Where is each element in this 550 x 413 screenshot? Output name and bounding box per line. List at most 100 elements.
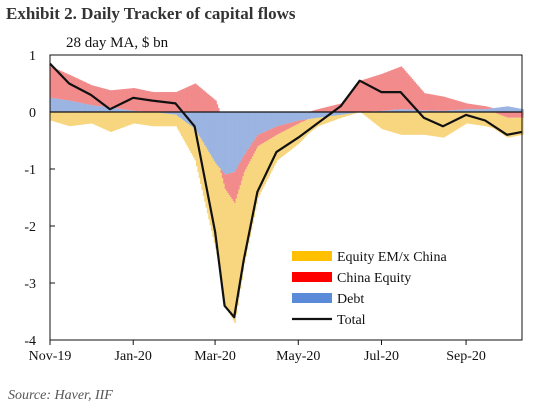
bar-debt [339,112,341,116]
bar-equity-em-ex-china [257,146,260,198]
bar-debt [501,107,504,112]
bar-debt [453,110,456,112]
bar-equity-em-ex-china [62,112,65,125]
bar-china-equity [80,80,82,103]
bar-debt [472,109,475,112]
bar-debt [451,110,453,112]
bar-china-equity [354,87,356,112]
bar-china-equity [423,93,426,111]
bar-china-equity [270,128,273,139]
bar-china-equity [239,162,242,186]
bar-debt [71,101,74,112]
bar-debt [251,112,254,143]
bar-china-equity [150,91,153,112]
bar-china-equity [174,92,176,112]
bar-china-equity [419,88,422,111]
bar-equity-em-ex-china [115,112,118,130]
bar-debt [445,110,448,112]
bar-china-equity [114,89,116,109]
bar-china-equity [261,132,264,144]
bar-debt [210,112,213,157]
bar-equity-em-ex-china [88,112,90,124]
bar-equity-em-ex-china [489,112,492,128]
bar-equity-em-ex-china [74,112,77,126]
bar-equity-em-ex-china [369,112,371,120]
bar-china-equity [108,89,111,108]
bar-china-equity [416,85,419,110]
bar-equity-em-ex-china [179,117,182,134]
bar-debt [460,109,463,112]
bar-debt [407,109,410,112]
bar-china-equity [370,77,373,112]
bar-equity-em-ex-china [52,112,55,122]
bar-equity-em-ex-china [273,136,276,166]
bar-equity-em-ex-china [250,159,253,231]
bar-china-equity [221,171,224,179]
bar-equity-em-ex-china [152,112,155,127]
bar-equity-em-ex-china [208,151,210,220]
bar-china-equity [456,100,459,110]
bar-equity-em-ex-china [236,194,239,306]
bar-equity-em-ex-china [107,112,110,131]
bar-china-equity [236,166,239,195]
bar-china-equity [258,134,261,146]
bar-china-equity [175,92,178,112]
bar-debt [512,107,515,112]
bar-equity-em-ex-china [272,137,275,169]
bar-debt [277,112,280,126]
bar-debt [255,112,258,137]
bar-china-equity [421,90,423,111]
bar-china-equity [411,79,414,110]
bar-debt [410,109,412,112]
bar-china-equity [406,72,408,110]
bar-china-equity [134,88,137,111]
bar-equity-em-ex-china [414,112,416,135]
bar-china-equity [286,123,288,130]
bar-equity-em-ex-china [429,112,431,136]
bar-china-equity [468,103,471,110]
bar-china-equity [96,86,99,106]
bar-debt [431,110,434,112]
bar-debt [82,103,85,112]
bar-china-equity [506,112,509,118]
bar-china-equity [195,84,198,112]
bar-debt [493,108,496,112]
bar-equity-em-ex-china [468,112,471,124]
bar-china-equity [502,112,505,117]
bar-debt [198,112,201,136]
bar-debt [494,107,497,112]
bar-debt [81,103,84,112]
bar-china-equity [254,138,257,152]
bar-equity-em-ex-china [197,133,200,173]
bar-equity-em-ex-china [380,112,382,129]
legend-swatch [292,272,332,282]
bar-debt [519,108,522,112]
bar-debt [321,112,324,118]
bar-china-equity [299,120,302,123]
bar-china-equity [496,112,498,114]
bar-debt [452,110,455,112]
bar-equity-em-ex-china [313,118,316,130]
bar-china-equity [209,96,212,112]
bar-equity-em-ex-china [204,145,206,202]
bar-equity-em-ex-china [149,112,152,126]
bar-equity-em-ex-china [133,112,135,124]
bar-equity-em-ex-china [346,114,348,117]
bar-china-equity [67,74,70,101]
bar-equity-em-ex-china [307,119,310,134]
bar-equity-em-ex-china [281,131,284,157]
bar-equity-em-ex-china [180,118,183,137]
bar-equity-em-ex-china [370,112,373,121]
bar-equity-em-ex-china [506,117,509,138]
bar-china-equity [470,104,472,110]
bar-china-equity [513,112,516,118]
bar-equity-em-ex-china [190,126,193,154]
bar-equity-em-ex-china [70,112,73,127]
bar-equity-em-ex-china [378,112,381,127]
bar-debt [406,109,408,112]
bar-china-equity [183,88,186,112]
bar-debt [400,109,403,112]
bar-china-equity [253,140,256,154]
bar-china-equity [407,74,410,110]
bar-equity-em-ex-china [95,112,97,126]
